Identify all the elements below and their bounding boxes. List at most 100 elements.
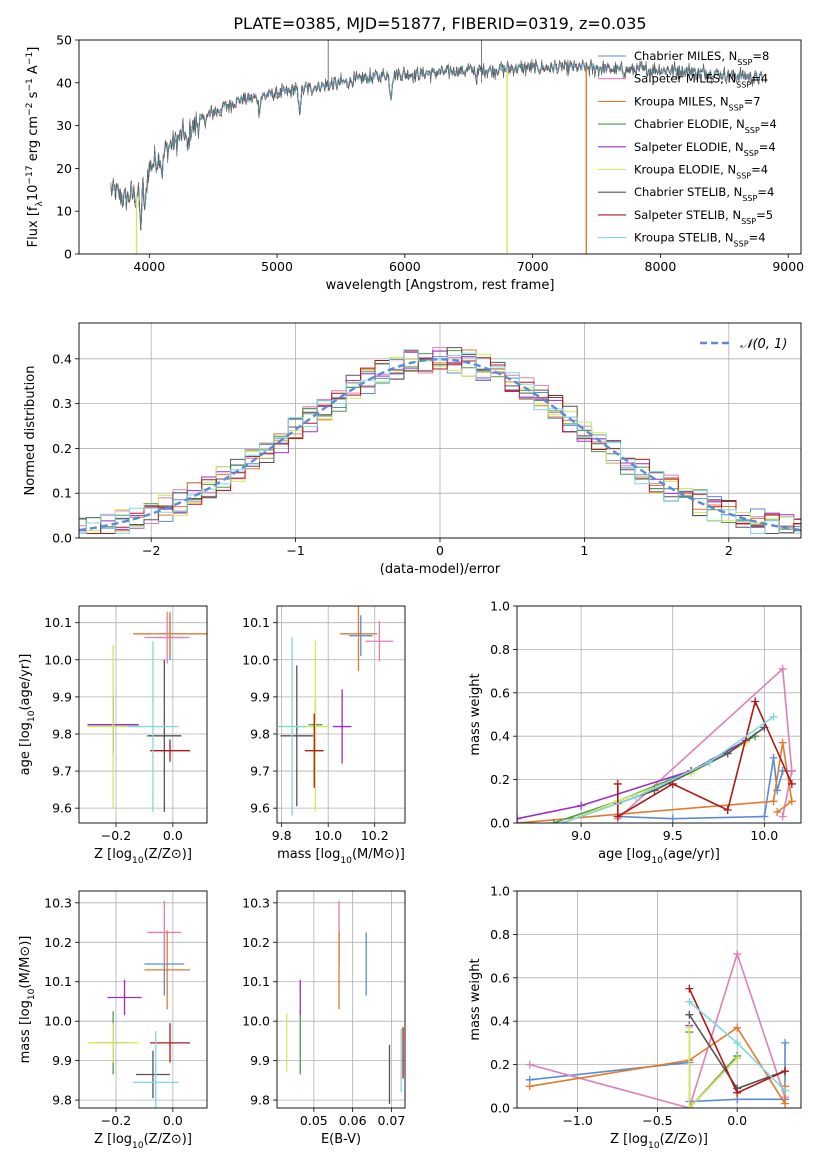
- legend-entry-kroupa_miles: Kroupa MILES, NSSP=7: [634, 94, 761, 112]
- chart-residuals: −2 −1 0 1 2 0.0 0.1 0.2 0.3 0.4 (data-model)/error…: [23, 322, 802, 577]
- weight-marker-kroupa_stelib: [705, 758, 714, 767]
- y-tick-label: 9.7: [52, 764, 72, 779]
- y-tick-label: 0.8: [490, 642, 510, 657]
- axes-frame: [276, 605, 406, 824]
- axes-frame: [78, 605, 208, 824]
- weight-marker-salpeter_stelib: [787, 779, 796, 788]
- axes-frame: [78, 890, 208, 1109]
- x-tick-label: 0.0: [727, 1113, 747, 1128]
- histogram-kroupa_stelib: [79, 349, 801, 534]
- x-axis-label: age [log10(age/yr)]: [598, 847, 720, 866]
- x-axis-label: (data-model)/error: [380, 562, 501, 577]
- normal-legend-label: 𝒩(0, 1): [740, 337, 787, 352]
- weight-marker-kroupa_miles: [773, 808, 782, 817]
- y-tick-label: 40: [56, 75, 72, 90]
- chart-panels: 4000 5000 6000 7000 8000 900001020304050wavel…: [18, 33, 804, 1152]
- y-tick-label: 10.1: [242, 974, 270, 989]
- weight-marker-chabrier_elodie: [549, 819, 558, 823]
- weight-marker-salpeter_stelib: [733, 1088, 742, 1097]
- plot-area: [278, 606, 394, 816]
- legend-entry-kroupa_stelib: Kroupa STELIB, NSSP=4: [634, 231, 766, 249]
- y-axis-label: mass [log10(M/M⊙)]: [18, 936, 37, 1064]
- normal-curve: [79, 358, 801, 532]
- weight-marker-kroupa_stelib: [781, 1086, 790, 1095]
- chart-age_vs_weight: 9.0 9.5 10.0 0.0 0.2 0.4 0.6 0.8 1.0 age [log10(a…: [468, 599, 802, 866]
- x-tick-label: 8000: [645, 259, 677, 274]
- y-tick-label: 10: [56, 204, 72, 219]
- y-tick-label: 9.6: [250, 801, 270, 816]
- y-tick-label: 0.0: [490, 1101, 510, 1116]
- y-tick-label: 0.0: [52, 531, 72, 546]
- y-tick-label: 9.9: [52, 689, 72, 704]
- y-axis-label: age [log10(age/yr)]: [18, 654, 37, 776]
- y-tick-label: 0.6: [490, 970, 510, 985]
- x-tick-label: 4000: [133, 259, 165, 274]
- y-tick-label: 10.2: [242, 935, 270, 950]
- y-tick-label: 0.2: [490, 1057, 510, 1072]
- weight-marker-chabrier_miles: [781, 1038, 790, 1047]
- y-tick-label: 0.2: [52, 441, 72, 456]
- x-tick-label: 0: [436, 543, 444, 558]
- x-axis-label: Z [log10(Z/Z⊙)]: [94, 1132, 192, 1151]
- page-title: PLATE=0385, MJD=51877, FIBERID=0319, z=0…: [233, 14, 646, 33]
- weight-line-kroupa_stelib: [562, 716, 774, 823]
- y-tick-label: 9.7: [250, 764, 270, 779]
- y-tick-label: 9.8: [250, 726, 270, 741]
- y-tick-label: 10.0: [242, 652, 270, 667]
- y-tick-label: 0.8: [490, 927, 510, 942]
- weight-marker-salpeter_stelib: [613, 779, 622, 788]
- y-tick-label: 9.8: [250, 1093, 270, 1108]
- axes-frame: [276, 890, 406, 1109]
- y-axis-label: mass weight: [468, 673, 483, 755]
- weight-line-chabrier_miles: [617, 757, 792, 820]
- weight-marker-kroupa_miles: [525, 1082, 534, 1091]
- y-tick-label: 9.8: [52, 1093, 72, 1108]
- y-tick-label: 10.1: [44, 974, 72, 989]
- weight-marker-kroupa_stelib: [733, 1038, 742, 1047]
- y-tick-label: 1.0: [490, 884, 510, 899]
- x-tick-label: 0.05: [300, 1113, 328, 1128]
- weight-marker-salpeter_miles: [787, 766, 796, 775]
- plot-area: [87, 900, 190, 1108]
- x-tick-label: 10.0: [750, 828, 778, 843]
- x-tick-label: 0.0: [163, 828, 183, 843]
- chart-z_vs_age: −0.2 0.0 9.6 9.7 9.8 9.9 10.0 10.1 Z [log10(Z/Z⊙…: [18, 605, 208, 866]
- weight-marker-chabrier_stelib: [723, 749, 732, 758]
- y-tick-label: 9.9: [250, 1053, 270, 1068]
- weight-marker-salpeter_miles: [525, 1060, 534, 1069]
- plot-area: [517, 664, 796, 823]
- weight-marker-salpeter_stelib: [751, 697, 760, 706]
- plot-area: [87, 611, 207, 812]
- x-tick-label: 10.0: [314, 828, 342, 843]
- y-tick-label: 10.2: [44, 935, 72, 950]
- weight-marker-chabrier_miles: [668, 814, 677, 823]
- chart-z_vs_weight: −1.0 −0.5 0.0 0.0 0.2 0.4 0.6 0.8 1.0 Z [log10(Z/…: [468, 884, 802, 1151]
- legend-entry-chabrier_stelib: Chabrier STELIB, NSSP=4: [634, 185, 774, 203]
- chart-z_vs_mass: −0.2 0.0 9.8 9.9 10.0 10.1 10.2 10.3 Z [log10(Z/…: [18, 890, 208, 1151]
- x-tick-label: −2: [142, 543, 160, 558]
- weight-line-kroupa_elodie: [688, 1027, 738, 1108]
- plot-area: [110, 40, 764, 254]
- weight-line-salpeter_elodie: [688, 1025, 738, 1108]
- y-tick-label: 50: [56, 33, 72, 48]
- y-tick-label: 10.3: [242, 895, 270, 910]
- x-tick-label: 0.07: [378, 1113, 406, 1128]
- legend-entry-chabrier_miles: Chabrier MILES, NSSP=8: [634, 49, 769, 67]
- weight-marker-kroupa_miles: [787, 797, 796, 806]
- y-tick-label: 9.9: [52, 1053, 72, 1068]
- y-tick-label: 9.6: [52, 801, 72, 816]
- weight-marker-salpeter_miles: [733, 949, 742, 958]
- y-tick-label: 10.0: [44, 1014, 72, 1029]
- y-tick-label: 9.8: [52, 726, 72, 741]
- y-tick-label: 0.4: [52, 351, 72, 366]
- y-tick-label: 0.2: [490, 772, 510, 787]
- x-tick-label: −1: [286, 543, 304, 558]
- y-tick-label: 0.1: [52, 486, 72, 501]
- x-tick-label: −1.0: [562, 1113, 592, 1128]
- x-tick-label: 0.06: [339, 1113, 367, 1128]
- weight-marker-salpeter_stelib: [723, 805, 732, 814]
- weight-line-salpeter_miles: [529, 951, 786, 1108]
- y-tick-label: 10.1: [44, 615, 72, 630]
- weight-marker-kroupa_miles: [778, 738, 787, 747]
- weight-marker-salpeter_stelib: [613, 812, 622, 821]
